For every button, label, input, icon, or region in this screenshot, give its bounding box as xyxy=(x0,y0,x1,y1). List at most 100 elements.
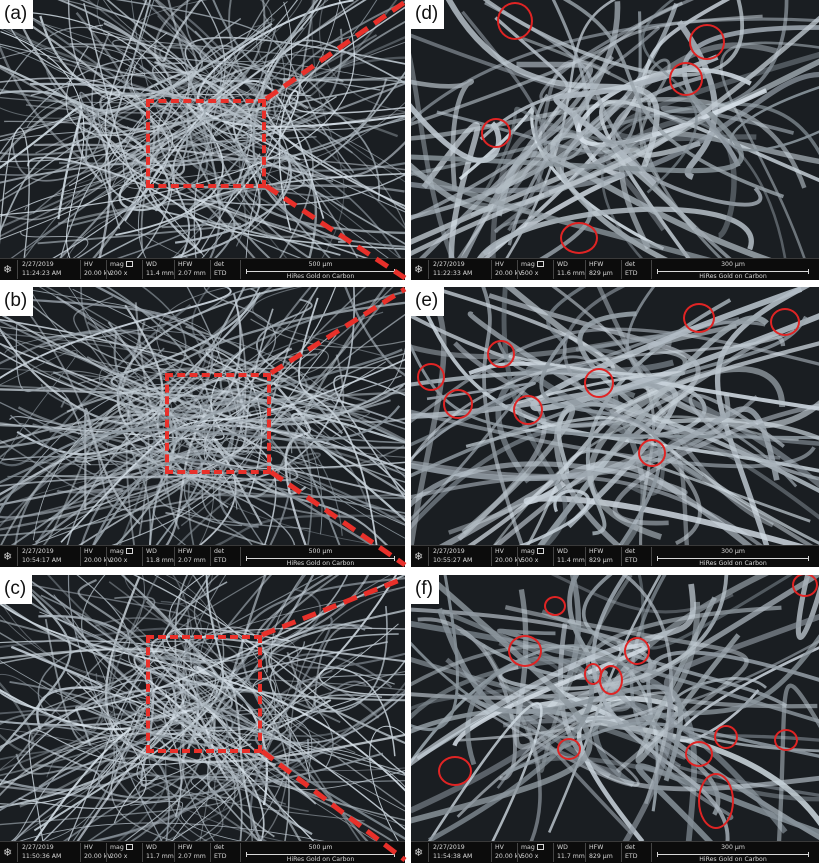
fiber-strand xyxy=(18,672,147,810)
fiber-strand xyxy=(47,575,405,738)
fiber-strand xyxy=(128,42,264,115)
mag-header: mag xyxy=(521,548,535,555)
fiber-strand xyxy=(0,66,257,259)
fiber-strand xyxy=(61,95,225,211)
fiber-strand xyxy=(411,90,733,259)
fiber-strand xyxy=(478,106,645,201)
fiber-strand xyxy=(0,31,85,259)
fiber-strand xyxy=(0,78,388,184)
panel-label: (b) xyxy=(0,287,34,316)
hv-header: HV xyxy=(84,844,93,851)
wd-header: WD xyxy=(557,261,568,268)
fiber-strand xyxy=(600,114,787,259)
highlight-circle xyxy=(417,363,445,391)
fiber-strand xyxy=(153,0,198,81)
fiber-strand xyxy=(0,287,193,410)
fiber-strand xyxy=(411,53,456,259)
hfw-header: HFW xyxy=(589,844,604,851)
acquisition-date: 2/27/2019 xyxy=(22,844,54,851)
fiber-network-texture xyxy=(411,287,819,546)
wd-value: 11.4 mm xyxy=(557,557,585,564)
panel-label: (d) xyxy=(411,0,445,29)
fiber-strand xyxy=(245,118,405,213)
scale-bar xyxy=(657,852,809,857)
sem-info-bar: ❄ 2/27/2019 10:55:27 AM HV 20.00 kV mag 500 x… xyxy=(411,545,819,567)
fiber-strand xyxy=(163,641,388,817)
hv-header: HV xyxy=(495,844,504,851)
highlight-circle xyxy=(683,303,715,333)
det-header: det xyxy=(214,548,225,555)
fiber-strand xyxy=(0,575,160,772)
mag-value: 500 x xyxy=(521,557,539,564)
fiber-strand xyxy=(0,26,168,96)
fiber-strand xyxy=(106,339,212,512)
fiber-strand xyxy=(612,403,819,526)
hfw-value: 829 μm xyxy=(589,270,613,277)
fiber-strand xyxy=(181,75,402,259)
fiber-strand xyxy=(516,489,591,546)
zoom-region-box xyxy=(165,373,271,474)
fiber-strand xyxy=(333,374,405,500)
highlight-circle xyxy=(689,24,725,60)
fiber-strand xyxy=(170,387,405,475)
hv-value: 20.00 kV xyxy=(84,853,112,860)
fiber-strand xyxy=(523,480,809,546)
highlight-circle xyxy=(508,635,542,667)
hfw-header: HFW xyxy=(589,261,604,268)
mag-header: mag xyxy=(110,261,124,268)
mag-box-icon xyxy=(536,548,544,554)
det-header: det xyxy=(214,844,225,851)
det-header: det xyxy=(625,261,636,268)
fiber-strand xyxy=(534,131,653,198)
fiber-network-texture xyxy=(0,287,405,546)
fiber-strand xyxy=(428,656,594,842)
fiber-strand xyxy=(291,652,405,689)
mag-header: mag xyxy=(110,844,124,851)
sem-panel-a: (a) ❄ 2/27/2019 11:24:23 AM HV 20.00 kV mag 2… xyxy=(0,0,405,280)
fiber-strand xyxy=(635,763,819,842)
fiber-strand xyxy=(140,301,247,523)
hfw-header: HFW xyxy=(178,844,193,851)
wd-value: 11.6 mm xyxy=(557,270,585,277)
fiber-strand xyxy=(411,96,807,189)
fiber-strand xyxy=(411,15,819,256)
panel-label: (a) xyxy=(0,0,34,29)
fiber-strand xyxy=(165,511,272,546)
wd-value: 11.7 mm xyxy=(146,853,174,860)
acquisition-time: 11:50:36 AM xyxy=(22,853,62,860)
highlight-circle xyxy=(443,389,473,419)
snowflake-icon: ❄ xyxy=(3,263,13,276)
fiber-strand xyxy=(212,116,405,259)
fiber-strand xyxy=(193,575,405,808)
zoom-region-box xyxy=(146,99,266,188)
highlight-circle xyxy=(624,637,650,665)
fiber-strand xyxy=(479,16,569,141)
wd-value: 11.8 mm xyxy=(146,557,174,564)
scale-bar-label: 500 μm xyxy=(308,261,333,268)
fiber-strand xyxy=(0,575,72,753)
fiber-strand xyxy=(85,92,188,215)
fiber-strand xyxy=(205,287,306,435)
scale-bar xyxy=(657,556,809,561)
hfw-value: 2.07 mm xyxy=(178,270,206,277)
fiber-network-texture xyxy=(411,0,819,259)
fiber-strand xyxy=(526,724,633,842)
scale-bar-label: 300 μm xyxy=(721,548,745,555)
sample-name: HiRes Gold on Carbon xyxy=(286,856,355,863)
fiber-strand xyxy=(776,683,819,842)
fiber-strand xyxy=(9,681,356,842)
fiber-strand xyxy=(84,407,141,525)
acquisition-date: 2/27/2019 xyxy=(433,844,465,851)
fiber-network-texture xyxy=(0,0,405,259)
highlight-circle xyxy=(481,118,511,148)
fiber-strand xyxy=(0,296,214,544)
fiber-strand xyxy=(79,0,203,120)
fiber-strand xyxy=(411,287,447,546)
mag-box-icon xyxy=(125,548,133,554)
mag-value: 200 x xyxy=(110,853,128,860)
fiber-network-texture xyxy=(411,575,819,842)
fiber-strand xyxy=(411,78,474,190)
wd-header: WD xyxy=(146,261,157,268)
fiber-strand xyxy=(135,163,174,259)
mag-value: 500 x xyxy=(521,853,539,860)
